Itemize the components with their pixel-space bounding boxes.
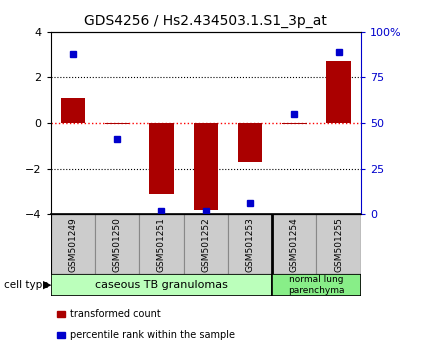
Bar [194, 123, 218, 210]
Bar [61, 98, 85, 123]
Bar [105, 123, 129, 124]
Bar [51, 274, 272, 296]
Bar [238, 123, 262, 162]
Bar [272, 274, 361, 296]
Bar [139, 214, 183, 274]
Text: GSM501250: GSM501250 [113, 217, 121, 272]
Text: caseous TB granulomas: caseous TB granulomas [95, 280, 228, 290]
Text: cell type: cell type [4, 280, 49, 290]
Bar [272, 214, 316, 274]
Text: GSM501251: GSM501251 [157, 217, 166, 272]
Bar [326, 62, 351, 123]
Bar [149, 123, 173, 194]
Text: GSM501254: GSM501254 [290, 217, 299, 272]
Text: GSM501249: GSM501249 [68, 217, 77, 272]
Title: GDS4256 / Hs2.434503.1.S1_3p_at: GDS4256 / Hs2.434503.1.S1_3p_at [84, 14, 327, 28]
Bar [316, 214, 361, 274]
Text: percentile rank within the sample: percentile rank within the sample [70, 330, 235, 340]
Text: ▶: ▶ [43, 280, 51, 290]
Text: GSM501252: GSM501252 [201, 217, 210, 272]
Bar [282, 123, 307, 124]
Bar [183, 214, 228, 274]
Text: GSM501255: GSM501255 [334, 217, 343, 272]
Text: normal lung
parenchyma: normal lung parenchyma [288, 275, 345, 295]
Text: transformed count: transformed count [70, 309, 161, 319]
Bar [51, 214, 95, 274]
Bar [228, 214, 272, 274]
Bar [95, 214, 139, 274]
Text: GSM501253: GSM501253 [246, 217, 254, 272]
